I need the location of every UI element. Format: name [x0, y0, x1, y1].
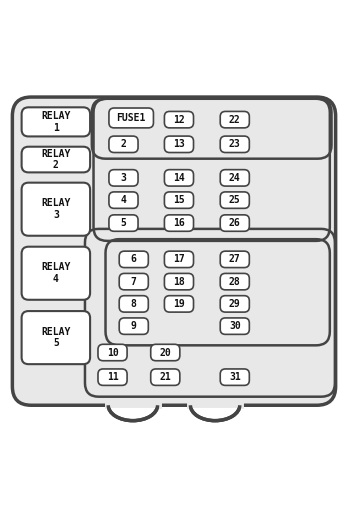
Text: 25: 25 [229, 195, 241, 205]
FancyBboxPatch shape [164, 170, 193, 186]
Text: RELAY
5: RELAY 5 [41, 327, 71, 348]
Text: 7: 7 [131, 277, 137, 286]
Text: 15: 15 [173, 195, 185, 205]
Text: 21: 21 [159, 372, 171, 382]
FancyBboxPatch shape [164, 192, 193, 208]
Text: RELAY
1: RELAY 1 [41, 111, 71, 133]
FancyBboxPatch shape [98, 344, 127, 361]
FancyBboxPatch shape [151, 344, 180, 361]
FancyBboxPatch shape [220, 369, 249, 385]
Text: 29: 29 [229, 299, 241, 309]
Text: 23: 23 [229, 139, 241, 149]
Text: RELAY
2: RELAY 2 [41, 149, 71, 170]
Text: 13: 13 [173, 139, 185, 149]
FancyBboxPatch shape [109, 170, 138, 186]
Text: 18: 18 [173, 277, 185, 286]
Text: 31: 31 [229, 372, 241, 382]
FancyBboxPatch shape [164, 111, 193, 128]
FancyBboxPatch shape [151, 369, 180, 385]
FancyBboxPatch shape [109, 136, 138, 153]
FancyBboxPatch shape [22, 183, 90, 236]
Text: 17: 17 [173, 254, 185, 264]
Text: RELAY
4: RELAY 4 [41, 263, 71, 284]
FancyBboxPatch shape [98, 369, 127, 385]
Text: 2: 2 [120, 139, 126, 149]
Text: 30: 30 [229, 321, 241, 331]
FancyBboxPatch shape [220, 111, 249, 128]
Text: FUSE1: FUSE1 [117, 113, 146, 123]
FancyBboxPatch shape [22, 147, 90, 172]
Text: 5: 5 [120, 218, 126, 228]
Text: 3: 3 [120, 173, 126, 183]
FancyBboxPatch shape [220, 318, 249, 334]
FancyBboxPatch shape [164, 136, 193, 153]
FancyBboxPatch shape [220, 296, 249, 312]
FancyBboxPatch shape [22, 311, 90, 364]
FancyBboxPatch shape [109, 108, 153, 128]
FancyBboxPatch shape [119, 251, 148, 268]
FancyBboxPatch shape [220, 251, 249, 268]
FancyBboxPatch shape [220, 136, 249, 153]
Text: 19: 19 [173, 299, 185, 309]
FancyBboxPatch shape [220, 273, 249, 290]
Text: 10: 10 [106, 347, 118, 358]
Text: 27: 27 [229, 254, 241, 264]
FancyBboxPatch shape [164, 215, 193, 231]
Text: 8: 8 [131, 299, 137, 309]
FancyBboxPatch shape [119, 296, 148, 312]
Text: 4: 4 [120, 195, 126, 205]
Text: 11: 11 [106, 372, 118, 382]
Text: 26: 26 [229, 218, 241, 228]
Text: 24: 24 [229, 173, 241, 183]
FancyBboxPatch shape [164, 296, 193, 312]
Wedge shape [190, 405, 240, 430]
Text: RELAY
3: RELAY 3 [41, 198, 71, 220]
Text: 20: 20 [159, 347, 171, 358]
FancyBboxPatch shape [220, 170, 249, 186]
FancyBboxPatch shape [119, 318, 148, 334]
FancyBboxPatch shape [22, 247, 90, 300]
Text: 16: 16 [173, 218, 185, 228]
Wedge shape [108, 405, 158, 430]
Text: 9: 9 [131, 321, 137, 331]
FancyBboxPatch shape [164, 273, 193, 290]
Text: 22: 22 [229, 115, 241, 125]
Text: 6: 6 [131, 254, 137, 264]
FancyBboxPatch shape [13, 97, 335, 405]
FancyBboxPatch shape [220, 192, 249, 208]
FancyBboxPatch shape [22, 107, 90, 136]
Text: 12: 12 [173, 115, 185, 125]
FancyBboxPatch shape [109, 215, 138, 231]
FancyBboxPatch shape [220, 215, 249, 231]
Text: 14: 14 [173, 173, 185, 183]
FancyBboxPatch shape [119, 273, 148, 290]
FancyBboxPatch shape [164, 251, 193, 268]
Text: 28: 28 [229, 277, 241, 286]
FancyBboxPatch shape [109, 192, 138, 208]
